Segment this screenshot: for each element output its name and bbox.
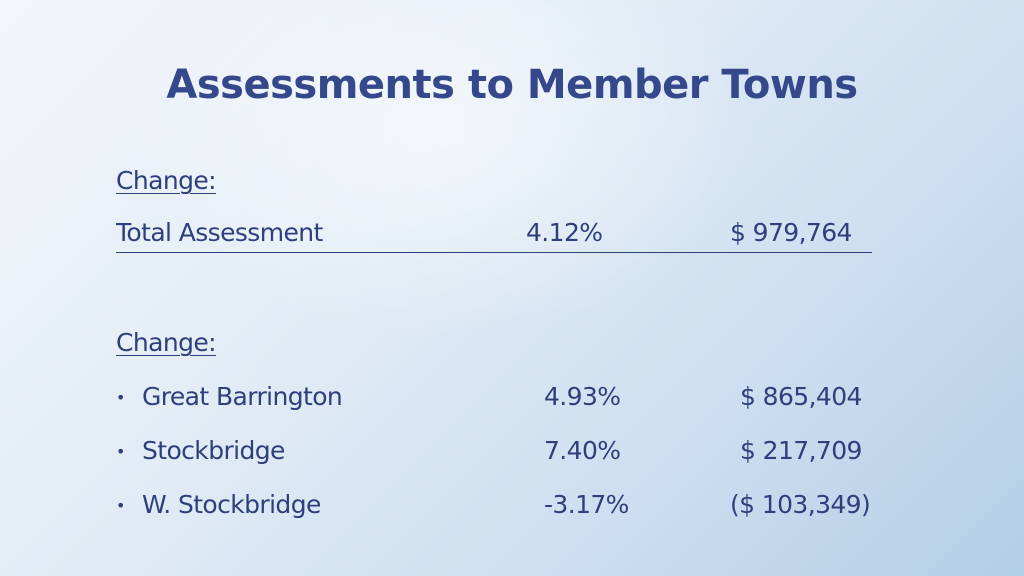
town-percent: 7.40% — [544, 436, 621, 465]
town-percent: 4.93% — [544, 382, 621, 411]
town-name: Great Barrington — [142, 382, 343, 411]
town-amount: $ 217,709 — [740, 436, 862, 465]
town-amount: $ 865,404 — [740, 382, 862, 411]
total-assessment-name: Total Assessment — [116, 218, 323, 247]
total-assessment-percent: 4.12% — [526, 218, 603, 247]
town-amount: ($ 103,349) — [730, 490, 871, 519]
town-percent: -3.17% — [544, 490, 629, 519]
town-row-great-barrington: • Great Barrington 4.93% $ 865,404 — [116, 382, 896, 418]
total-assessment-row: Total Assessment 4.12% $ 979,764 — [116, 218, 872, 253]
total-assessment-amount: $ 979,764 — [730, 218, 852, 247]
bullet-icon: • — [116, 442, 125, 461]
town-name: W. Stockbridge — [142, 490, 321, 519]
change-label-2: Change: — [116, 328, 217, 357]
bullet-icon: • — [116, 388, 125, 407]
town-row-w-stockbridge: • W. Stockbridge -3.17% ($ 103,349) — [116, 490, 896, 526]
town-row-stockbridge: • Stockbridge 7.40% $ 217,709 — [116, 436, 896, 472]
background-glow — [120, 0, 760, 340]
bullet-icon: • — [116, 496, 125, 515]
change-label-1: Change: — [116, 166, 217, 195]
slide-title: Assessments to Member Towns — [166, 62, 858, 108]
town-name: Stockbridge — [142, 436, 285, 465]
